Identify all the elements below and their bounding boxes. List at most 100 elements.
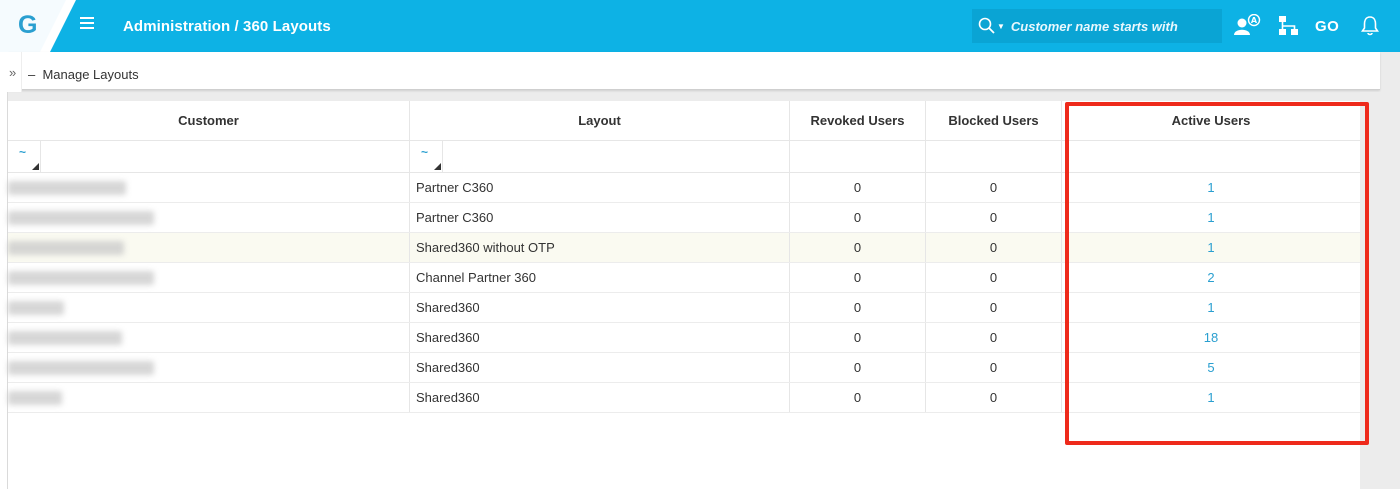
search-input[interactable] [1010,18,1211,34]
filter-toggle-icon[interactable]: ~ [19,145,27,159]
layout-name: Shared360 without OTP [416,240,555,255]
redacted-customer-name [8,360,154,375]
blocked-count: 0 [989,330,998,345]
layout-name: Partner C360 [416,210,494,225]
redacted-customer-name [8,390,62,405]
column-header-label: Active Users [1171,113,1251,128]
blocked-users-cell: 0 [926,323,1062,352]
menu-icon[interactable] [80,14,100,36]
table-row[interactable]: Shared360 0 0 18 [8,323,1360,353]
blocked-count: 0 [989,360,998,375]
layout-name: Channel Partner 360 [416,270,536,285]
column-header-blocked-users[interactable]: Blocked Users [926,101,1062,140]
column-header-revoked-users[interactable]: Revoked Users [790,101,926,140]
resize-corner-icon [32,163,39,170]
redacted-customer-name [8,180,126,195]
revoked-users-cell: 0 [790,353,926,382]
active-users-cell: 1 [1062,203,1360,232]
hierarchy-icon[interactable] [1276,14,1300,38]
revoked-count: 0 [853,180,862,195]
column-header-layout[interactable]: Layout [410,101,790,140]
table-row[interactable]: Shared360 0 0 5 [8,353,1360,383]
customer-cell[interactable] [8,293,410,322]
customer-cell[interactable] [8,383,410,412]
expand-panel-button[interactable]: » [0,52,22,92]
redacted-customer-name [8,270,154,285]
active-users-link[interactable]: 18 [1203,330,1219,345]
page-title: – Manage Layouts [28,67,139,82]
blocked-users-cell: 0 [926,263,1062,292]
layout-cell: Shared360 [410,353,790,382]
active-users-link[interactable]: 1 [1207,240,1215,255]
revoked-count: 0 [853,330,862,345]
active-users-cell: 2 [1062,263,1360,292]
redacted-customer-name [8,210,154,225]
top-bar: G Administration / 360 Layouts ▼ A GO [0,0,1400,52]
layout-cell: Shared360 [410,383,790,412]
layout-cell: Channel Partner 360 [410,263,790,292]
svg-text:A: A [1251,16,1258,25]
table-row[interactable]: Shared360 0 0 1 [8,383,1360,413]
breadcrumb: Administration / 360 Layouts [123,18,331,35]
active-users-cell: 1 [1062,233,1360,262]
active-users-link[interactable]: 1 [1207,210,1215,225]
active-users-link[interactable]: 5 [1207,360,1215,375]
table-row[interactable]: Channel Partner 360 0 0 2 [8,263,1360,293]
customer-cell[interactable] [8,173,410,202]
search-box[interactable]: ▼ [972,9,1222,43]
revoked-count: 0 [853,210,862,225]
column-header-label: Layout [578,113,621,128]
revoked-users-cell: 0 [790,233,926,262]
active-users-cell: 1 [1062,173,1360,202]
active-users-cell: 5 [1062,353,1360,382]
layout-filter-input[interactable] [442,141,789,172]
filter-cell-active [1062,141,1360,172]
redacted-customer-name [8,330,122,345]
revoked-count: 0 [853,240,862,255]
revoked-users-cell: 0 [790,263,926,292]
filter-cell-customer: ~ [8,141,410,172]
column-header-active-users[interactable]: Active Users [1062,101,1360,140]
filter-toggle-icon[interactable]: ~ [421,145,429,159]
table-row[interactable]: Shared360 without OTP 0 0 1 [8,233,1360,263]
go-button[interactable]: GO [1315,18,1339,35]
search-dropdown-icon[interactable]: ▼ [997,21,1005,31]
customer-cell[interactable] [8,323,410,352]
column-header-label: Blocked Users [948,113,1039,128]
search-icon[interactable] [978,17,996,35]
customer-cell[interactable] [8,353,410,382]
customer-cell[interactable] [8,263,410,292]
sub-header: – Manage Layouts [8,52,1380,90]
layouts-table: Customer Layout Revoked Users Blocked Us… [8,101,1360,489]
app-logo[interactable]: G [0,0,84,52]
customer-filter-input[interactable] [40,141,409,172]
redacted-customer-name [8,240,124,255]
blocked-count: 0 [989,390,998,405]
active-users-link[interactable]: 1 [1207,180,1215,195]
blocked-count: 0 [989,240,998,255]
go-label: GO [1315,18,1340,35]
column-header-customer[interactable]: Customer [8,101,410,140]
blocked-users-cell: 0 [926,383,1062,412]
active-users-link[interactable]: 2 [1207,270,1215,285]
layout-name: Shared360 [416,300,480,315]
layout-name: Partner C360 [416,180,494,195]
blocked-users-cell: 0 [926,293,1062,322]
blocked-count: 0 [989,180,998,195]
filter-cell-revoked [790,141,926,172]
customer-cell[interactable] [8,233,410,262]
bell-icon[interactable] [1360,14,1380,38]
active-users-cell: 1 [1062,383,1360,412]
table-row[interactable]: Partner C360 0 0 1 [8,203,1360,233]
user-admin-icon[interactable]: A [1233,14,1261,38]
double-chevron-right-icon: » [9,65,17,80]
customer-cell[interactable] [8,203,410,232]
layout-cell: Partner C360 [410,173,790,202]
table-row[interactable]: Shared360 0 0 1 [8,293,1360,323]
active-users-link[interactable]: 1 [1207,300,1215,315]
active-users-link[interactable]: 1 [1207,390,1215,405]
logo-background-icon [0,0,76,52]
table-header: Customer Layout Revoked Users Blocked Us… [8,101,1360,141]
table-row[interactable]: Partner C360 0 0 1 [8,173,1360,203]
revoked-users-cell: 0 [790,323,926,352]
